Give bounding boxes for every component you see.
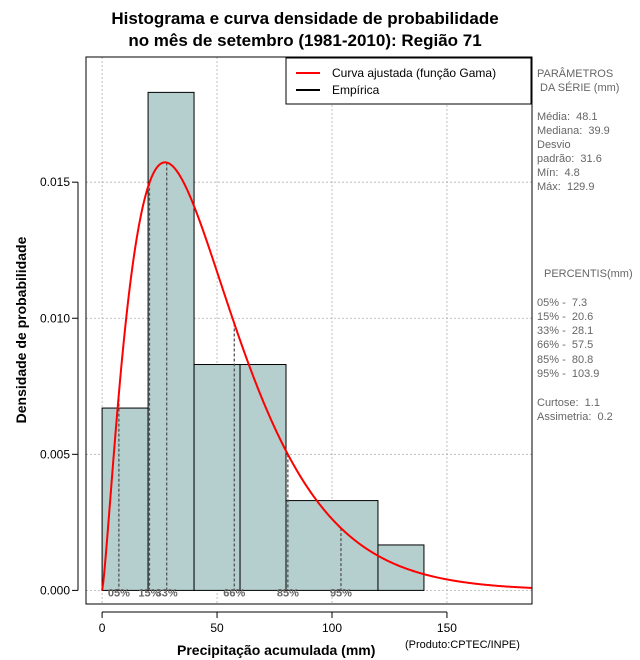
percentile-label: 33% bbox=[156, 587, 178, 599]
histogram-bars bbox=[101, 91, 425, 591]
chart-title-line1: Histograma e curva densidade de probabil… bbox=[111, 9, 499, 28]
perc-95: 95% - 103.9 bbox=[537, 368, 600, 380]
stat-assimetria: Assimetria: 0.2 bbox=[537, 411, 613, 423]
axes: 0 50 100 150 0.000 0.005 0.010 0.015 bbox=[40, 175, 457, 635]
stat-max: Máx: 129.9 bbox=[537, 181, 595, 193]
percentile-label: 95% bbox=[330, 587, 352, 599]
x-tick-label: 150 bbox=[437, 621, 457, 635]
stat-curtose: Curtose: 1.1 bbox=[537, 397, 600, 409]
perc-15: 15% - 20.6 bbox=[537, 311, 594, 323]
perc-66: 66% - 57.5 bbox=[537, 339, 594, 351]
legend-label: Empírica bbox=[332, 83, 380, 97]
legend: Curva ajustada (função Gama) Empírica bbox=[285, 57, 532, 105]
source-note: (Produto:CPTEC/INPE) bbox=[405, 639, 520, 651]
stat-desvio: padrão: 31.6 bbox=[537, 153, 602, 165]
stat-media: Média: 48.1 bbox=[537, 111, 598, 123]
gamma-curve bbox=[101, 161, 533, 591]
perc-85: 85% - 80.8 bbox=[537, 354, 594, 366]
stat-desvio-label: Desvio bbox=[537, 139, 571, 151]
legend-box bbox=[285, 57, 532, 105]
histogram-bar bbox=[193, 364, 241, 591]
histogram-bar bbox=[147, 91, 195, 591]
y-tick-label: 0.005 bbox=[40, 447, 70, 461]
y-tick-label: 0.000 bbox=[40, 583, 70, 597]
y-tick-label: 0.015 bbox=[40, 175, 70, 189]
percentile-label: 85% bbox=[277, 587, 299, 599]
y-axis-label: Densidade de probabilidade bbox=[13, 236, 29, 423]
plot-frame bbox=[85, 56, 533, 605]
x-axis-label: Precipitação acumulada (mm) bbox=[177, 642, 376, 658]
histogram-bar bbox=[285, 500, 379, 591]
percentile-label: 15% bbox=[138, 587, 160, 599]
x-tick-label: 50 bbox=[210, 621, 224, 635]
params-header-1: PARÂMETROS bbox=[537, 68, 614, 80]
stat-mediana: Mediana: 39.9 bbox=[537, 125, 610, 137]
chart-title-line2: no mês de setembro (1981-2010): Região 7… bbox=[128, 31, 482, 50]
percentile-lines: 05% 15%33% 66% 85% 95% bbox=[108, 162, 352, 599]
percentile-label: 66% bbox=[223, 587, 245, 599]
legend-label: Curva ajustada (função Gama) bbox=[332, 66, 496, 80]
grid-lines bbox=[86, 57, 532, 604]
perc-05: 05% - 7.3 bbox=[537, 297, 588, 309]
x-tick-label: 100 bbox=[322, 621, 342, 635]
percentis-header: PERCENTIS(mm) bbox=[544, 268, 633, 280]
y-tick-label: 0.010 bbox=[40, 311, 70, 325]
stat-min: Mín: 4.8 bbox=[537, 167, 580, 179]
histogram-bar bbox=[101, 407, 149, 591]
histogram-bar bbox=[377, 544, 425, 591]
x-tick-label: 0 bbox=[99, 621, 106, 635]
params-header-2: DA SÉRIE (mm) bbox=[540, 82, 620, 94]
percentile-label: 05% bbox=[108, 587, 130, 599]
perc-33: 33% - 28.1 bbox=[537, 325, 594, 337]
